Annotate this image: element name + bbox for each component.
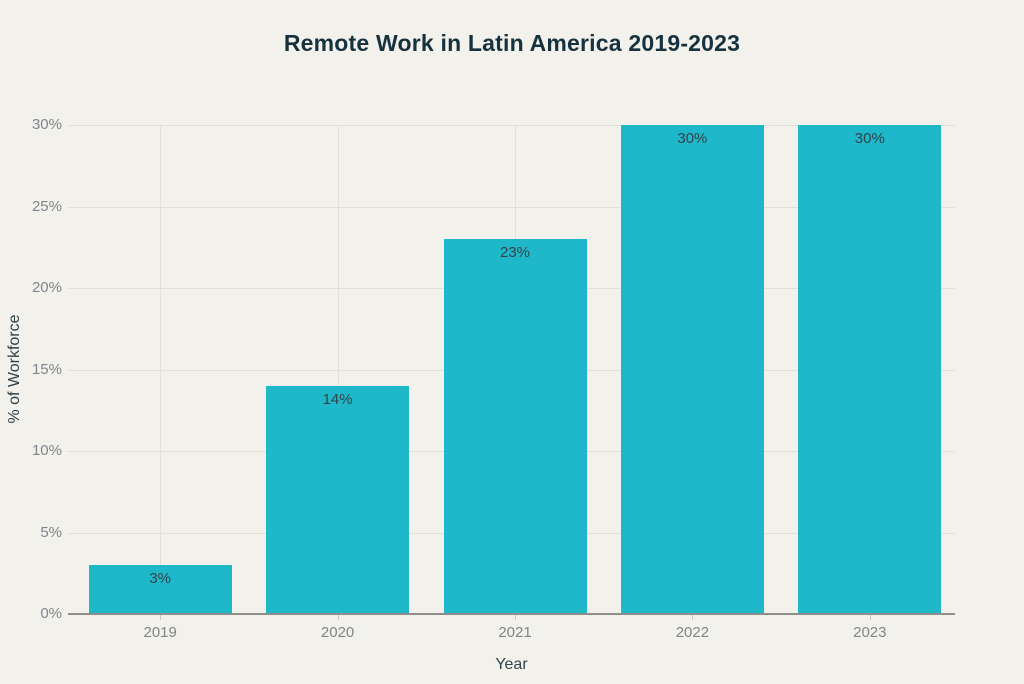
bar-value-label: 23% (499, 244, 531, 262)
x-tick-mark (692, 615, 694, 620)
y-tick-label: 10% (31, 442, 62, 459)
y-tick-label: 20% (31, 279, 62, 296)
bar-value-label: 14% (322, 390, 353, 408)
y-axis-title: % of Workforce (6, 314, 23, 424)
bar-value-label: 30% (677, 130, 708, 147)
bar-value-label: 3% (149, 570, 172, 588)
bar-2021: 23% (443, 239, 587, 614)
x-tick-mark (337, 615, 339, 620)
v-gridline (337, 125, 339, 614)
y-tick-label: 0% (40, 605, 62, 622)
x-axis-line (68, 613, 955, 615)
h-gridline (68, 206, 955, 208)
bar-2019: 3% (88, 565, 232, 614)
bar-2023: 30% (798, 125, 942, 614)
x-tick-label: 2023 (853, 624, 887, 641)
plot-area: 3% 14% 23% 30% 30% (68, 125, 955, 614)
chart-title: Remote Work in Latin America 2019-2023 (283, 30, 741, 56)
x-tick-label: 2019 (143, 624, 177, 641)
x-tick-mark (515, 615, 516, 620)
x-tick-label: 2020 (320, 624, 355, 641)
x-tick-mark (160, 615, 162, 620)
x-axis-title: Year (495, 656, 528, 673)
bar-value-label: 30% (854, 130, 885, 147)
bar-2020: 14% (266, 385, 410, 614)
v-gridline (160, 125, 162, 614)
y-tick-label: 15% (31, 360, 62, 378)
bar-2022: 30% (620, 125, 764, 614)
h-gridline (68, 125, 955, 126)
y-tick-label: 5% (40, 523, 62, 541)
x-tick-label: 2021 (498, 624, 532, 641)
x-tick-mark (869, 615, 871, 620)
y-tick-label: 25% (31, 197, 62, 215)
x-tick-label: 2022 (675, 624, 710, 641)
y-tick-label: 30% (31, 116, 62, 133)
